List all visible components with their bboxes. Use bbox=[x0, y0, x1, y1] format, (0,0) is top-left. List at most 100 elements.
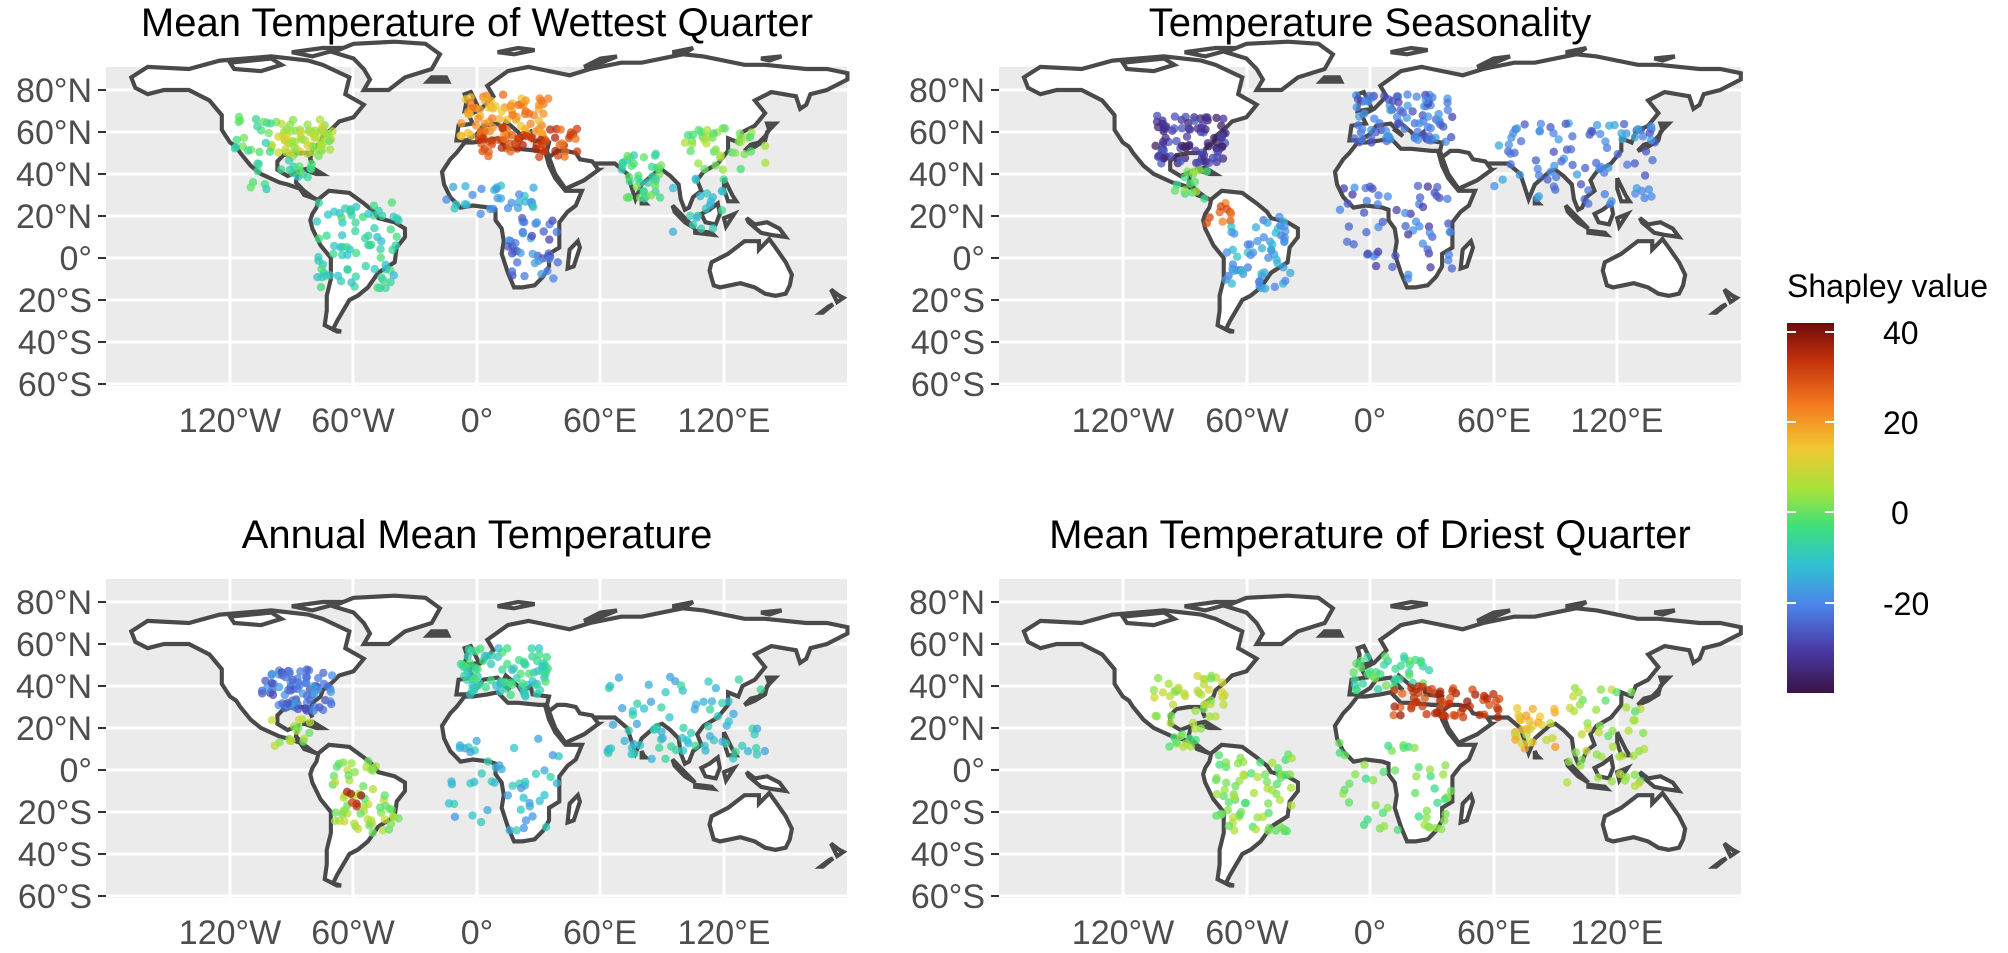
lat-tick-label: 60°N bbox=[909, 626, 985, 664]
data-point bbox=[542, 652, 551, 662]
data-point bbox=[1218, 693, 1227, 702]
data-point bbox=[484, 151, 493, 161]
data-point bbox=[1393, 119, 1402, 129]
data-point bbox=[352, 248, 361, 258]
data-point bbox=[331, 808, 340, 817]
data-point bbox=[701, 746, 710, 755]
data-point bbox=[534, 116, 543, 125]
data-point bbox=[531, 769, 541, 779]
data-point bbox=[1515, 170, 1525, 180]
data-point bbox=[1485, 700, 1494, 710]
data-point bbox=[1392, 112, 1402, 122]
data-point bbox=[380, 815, 389, 824]
data-point bbox=[700, 164, 709, 174]
data-point bbox=[651, 175, 660, 184]
data-point bbox=[492, 681, 501, 690]
data-point bbox=[1640, 171, 1650, 180]
data-point bbox=[1422, 806, 1432, 815]
lon-tick-label: 60°E bbox=[563, 914, 637, 952]
data-point bbox=[470, 674, 479, 684]
data-point bbox=[1349, 668, 1358, 677]
data-point bbox=[1506, 160, 1515, 169]
data-point bbox=[468, 811, 477, 820]
data-point bbox=[470, 777, 479, 787]
data-point bbox=[1394, 98, 1403, 107]
data-point bbox=[1373, 685, 1383, 694]
data-point bbox=[1509, 128, 1518, 138]
data-point bbox=[1550, 704, 1559, 714]
data-point bbox=[521, 96, 530, 105]
data-point bbox=[480, 127, 489, 136]
data-point bbox=[716, 151, 725, 160]
data-point bbox=[337, 213, 346, 222]
data-point bbox=[1522, 711, 1531, 720]
lon-tick-label: 120°W bbox=[1072, 914, 1174, 952]
data-point bbox=[736, 164, 745, 174]
data-point bbox=[231, 143, 241, 152]
data-point bbox=[1433, 798, 1442, 807]
lat-tick-label: 40°S bbox=[18, 324, 92, 362]
data-point bbox=[1236, 753, 1245, 762]
data-point bbox=[718, 698, 727, 708]
data-point bbox=[1340, 751, 1350, 760]
data-point bbox=[346, 789, 356, 798]
data-point bbox=[515, 190, 524, 199]
colorbar bbox=[1787, 323, 1834, 693]
lat-tick-label: 60°S bbox=[911, 878, 985, 916]
data-point bbox=[731, 747, 740, 756]
data-point bbox=[293, 684, 302, 693]
lon-tick-label: 120°W bbox=[179, 402, 281, 440]
data-point bbox=[325, 136, 334, 146]
panel-4: Mean Temperature of Driest Quarter 80°N … bbox=[909, 513, 1741, 952]
data-point bbox=[319, 679, 329, 689]
data-point bbox=[1433, 708, 1442, 717]
data-point bbox=[1398, 689, 1407, 698]
data-point bbox=[490, 778, 499, 787]
data-point bbox=[364, 231, 373, 240]
data-point bbox=[1284, 750, 1293, 759]
data-point bbox=[316, 283, 326, 292]
lat-tick-label: 20°N bbox=[909, 710, 985, 748]
data-point bbox=[552, 227, 561, 237]
data-point bbox=[513, 258, 522, 267]
data-point bbox=[265, 147, 275, 156]
data-point bbox=[340, 204, 350, 213]
lat-tick-label: 20°N bbox=[16, 198, 92, 236]
data-point bbox=[303, 141, 312, 150]
data-point bbox=[1426, 124, 1435, 133]
data-point bbox=[480, 119, 489, 128]
data-point bbox=[481, 683, 490, 692]
data-point bbox=[1412, 772, 1421, 781]
data-point bbox=[1401, 208, 1410, 218]
lon-tick-label: 60°E bbox=[1457, 402, 1531, 440]
data-point bbox=[1272, 255, 1281, 264]
data-point bbox=[1177, 124, 1187, 133]
data-point bbox=[545, 235, 554, 244]
data-point bbox=[1412, 92, 1421, 101]
data-point bbox=[1415, 222, 1424, 231]
data-point bbox=[315, 703, 324, 712]
data-point bbox=[704, 722, 713, 731]
lat-axis: 80°N 60°N 40°N 20°N 0° 20°S 40°S 60°S bbox=[16, 584, 106, 916]
data-point bbox=[255, 147, 264, 157]
data-point bbox=[480, 651, 490, 661]
data-point bbox=[548, 216, 557, 225]
data-point bbox=[314, 234, 324, 243]
data-point bbox=[343, 265, 352, 274]
data-point bbox=[288, 136, 297, 145]
data-point bbox=[1413, 135, 1423, 144]
data-point bbox=[553, 258, 562, 267]
data-point bbox=[287, 736, 296, 746]
data-point bbox=[350, 768, 359, 777]
data-point bbox=[486, 204, 495, 214]
data-point bbox=[508, 665, 517, 675]
data-point bbox=[1459, 713, 1468, 722]
data-point bbox=[1360, 760, 1369, 769]
data-point bbox=[347, 798, 357, 807]
data-point bbox=[1475, 710, 1484, 720]
data-point bbox=[1443, 98, 1452, 107]
data-point bbox=[462, 200, 471, 209]
data-point bbox=[356, 809, 365, 818]
data-point bbox=[507, 267, 517, 276]
data-point bbox=[482, 94, 492, 103]
